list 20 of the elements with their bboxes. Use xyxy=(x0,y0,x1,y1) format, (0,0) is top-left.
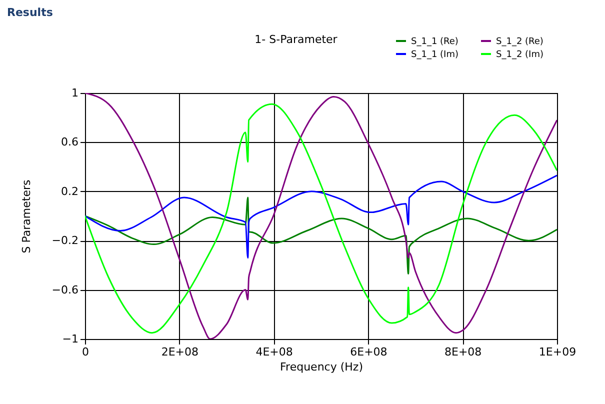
text: Results xyxy=(7,6,54,19)
x-axis-title: Frequency (Hz) xyxy=(280,360,363,374)
x-tick-label: 4E+08 xyxy=(256,346,293,358)
legend-label: S_1_2 (Im) xyxy=(496,50,544,60)
y-tick-label: −1 xyxy=(62,332,78,346)
x-tick-label: 0 xyxy=(82,346,89,358)
y-tick-label: −0.2 xyxy=(52,234,78,248)
x-tick-label: 8E+08 xyxy=(444,346,482,358)
x-tick-label: 1E+09 xyxy=(538,346,576,358)
y-tick-label: 0.2 xyxy=(61,184,78,198)
legend-label: S_1_2 (Re) xyxy=(496,37,544,47)
y-tick-label: 0.6 xyxy=(61,136,78,149)
legend-label: S_1_1 (Im) xyxy=(411,50,458,60)
x-tick-label: 2E+08 xyxy=(161,346,198,358)
legend-label: S_1_1 (Re) xyxy=(411,37,458,47)
y-tick-label: 1 xyxy=(72,86,78,100)
y-axis-title: S Parameters xyxy=(20,180,33,254)
chart-title: 1- S-Parameter xyxy=(254,33,338,46)
y-tick-label: −0.6 xyxy=(52,283,78,296)
x-tick-label: 6E+08 xyxy=(350,346,388,358)
